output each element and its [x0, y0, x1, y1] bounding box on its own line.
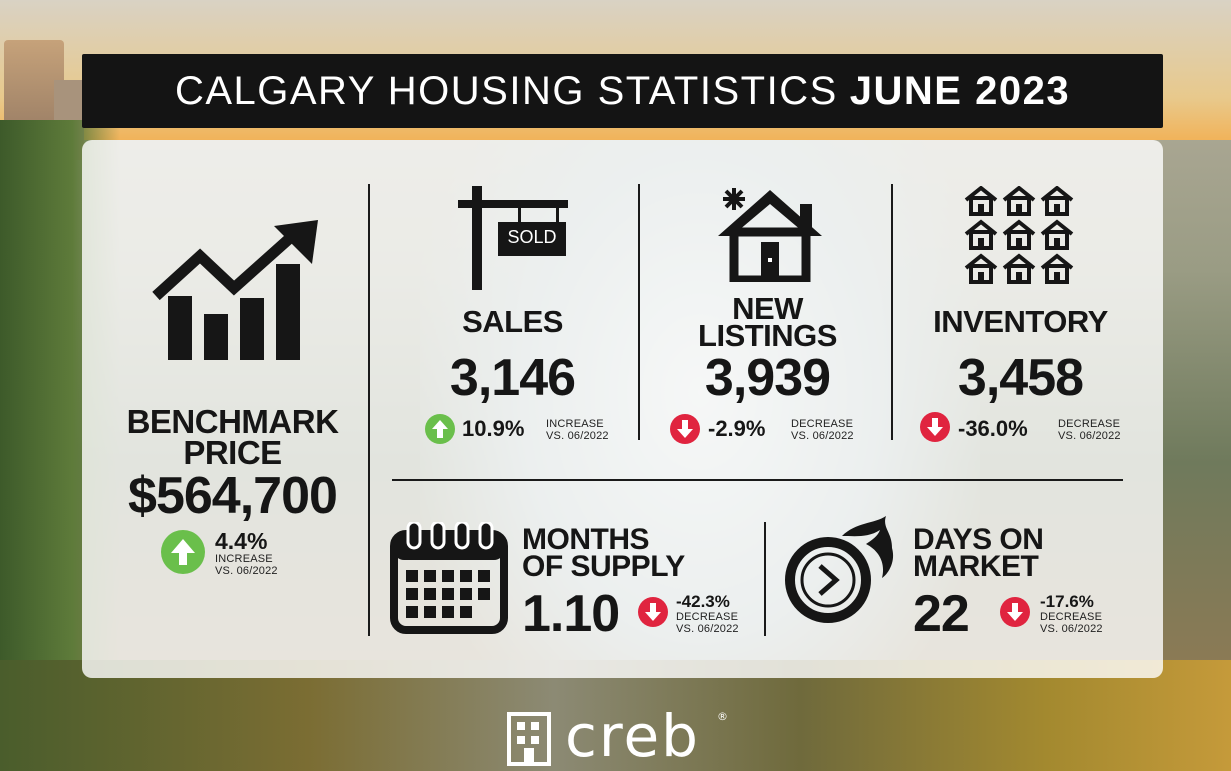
fast-clock-icon	[785, 516, 894, 623]
increase-arrow-icon	[161, 530, 205, 574]
calendar-icon	[390, 522, 508, 634]
creb-logo: creb ®	[507, 702, 737, 770]
divider-vertical-top-1	[638, 184, 640, 440]
days-on-market-change: -17.6%	[1040, 592, 1094, 611]
title-period: JUNE 2023	[849, 68, 1071, 113]
title-prefix: CALGARY HOUSING STATISTICS	[174, 68, 838, 113]
stats-panel	[82, 140, 1163, 678]
decrease-arrow-icon	[920, 412, 950, 442]
new-house-icon	[718, 188, 822, 282]
benchmark-note-line2: VS. 06/2022	[215, 565, 278, 577]
background-trees-bottom	[0, 660, 1231, 771]
sold-sign-text: SOLD	[507, 227, 557, 247]
inventory-note-line1: DECREASE	[1058, 418, 1121, 430]
divider-horizontal	[392, 479, 1123, 481]
days-on-market-note-line1: DECREASE	[1040, 611, 1103, 623]
decrease-arrow-icon	[638, 597, 668, 627]
decrease-arrow-icon	[1000, 597, 1030, 627]
benchmark-value: $564,700	[128, 467, 338, 525]
benchmark-change: 4.4%	[215, 528, 268, 554]
increase-arrow-icon	[425, 414, 455, 444]
sales-value: 3,146	[449, 349, 576, 407]
days-on-market-value: 22	[913, 585, 970, 643]
logo-registered-mark: ®	[717, 710, 728, 723]
new-listings-value: 3,939	[704, 349, 831, 407]
months-supply-value: 1.10	[522, 585, 620, 643]
houses-grid-icon	[964, 186, 1074, 284]
divider-vertical-top-2	[891, 184, 893, 440]
rising-chart-icon	[152, 220, 318, 360]
logo-text: creb	[565, 702, 700, 770]
divider-vertical-main	[368, 184, 370, 636]
new-listings-label-line1: NEW	[732, 291, 803, 326]
inventory-label: INVENTORY	[933, 304, 1108, 339]
benchmark-label-line1: BENCHMARK	[126, 403, 339, 440]
months-supply-change: -42.3%	[676, 592, 730, 611]
divider-vertical-bottom	[764, 522, 766, 636]
inventory-change: -36.0%	[958, 416, 1028, 441]
new-listings-note-line2: VS. 06/2022	[791, 430, 854, 442]
new-listings-change: -2.9%	[708, 416, 766, 441]
new-listings-note-line1: DECREASE	[791, 418, 854, 430]
title-bar: CALGARY HOUSING STATISTICS JUNE 2023	[82, 54, 1163, 128]
inventory-note-line2: VS. 06/2022	[1058, 430, 1121, 442]
inventory-value: 3,458	[957, 349, 1084, 407]
creb-building-icon	[507, 712, 551, 766]
months-supply-note-line2: VS. 06/2022	[676, 623, 739, 635]
days-on-market-note-line2: VS. 06/2022	[1040, 623, 1103, 635]
sales-change: 10.9%	[462, 416, 525, 441]
sold-sign-icon	[458, 186, 568, 290]
days-on-market-label-line2: MARKET	[913, 550, 1039, 583]
benchmark-note-line1: INCREASE	[215, 553, 273, 565]
benchmark-label-line2: PRICE	[183, 434, 282, 471]
months-supply-note-line1: DECREASE	[676, 611, 739, 623]
months-supply-label-line2: OF SUPPLY	[522, 550, 685, 583]
new-listings-label-line2: LISTINGS	[698, 318, 837, 353]
months-supply-label-line1: MONTHS	[522, 523, 650, 556]
days-on-market-label-line1: DAYS ON	[913, 523, 1044, 556]
sales-label: SALES	[462, 304, 563, 339]
sales-note-line1: INCREASE	[546, 418, 604, 430]
sales-note-line2: VS. 06/2022	[546, 430, 609, 442]
decrease-arrow-icon	[670, 414, 700, 444]
